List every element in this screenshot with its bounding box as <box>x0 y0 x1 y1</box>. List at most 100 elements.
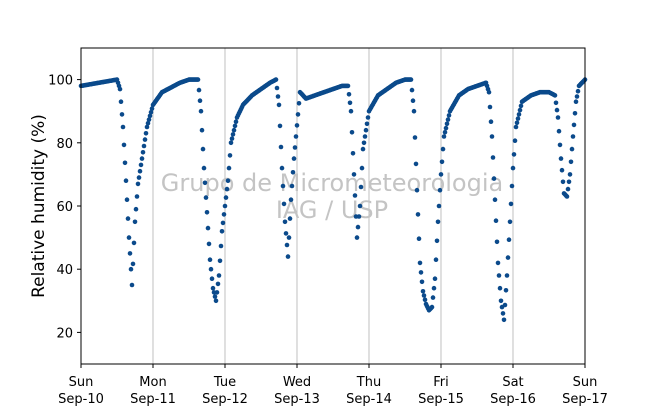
data-point <box>431 285 437 291</box>
x-tick-label-date: Sep-14 <box>346 392 392 407</box>
data-point <box>504 273 510 278</box>
data-point <box>145 121 151 126</box>
data-point <box>286 235 292 240</box>
data-point <box>346 92 352 97</box>
data-point <box>497 285 503 291</box>
data-point <box>198 108 204 114</box>
data-point <box>213 298 219 304</box>
data-points <box>78 77 588 323</box>
data-point <box>217 258 223 264</box>
data-point <box>572 111 578 116</box>
data-point <box>438 172 444 177</box>
data-point <box>277 123 283 129</box>
data-point <box>506 237 512 242</box>
data-point <box>132 219 138 225</box>
data-point <box>437 187 443 193</box>
data-point <box>276 102 282 108</box>
data-point <box>493 218 499 223</box>
data-point <box>349 130 355 135</box>
data-point <box>434 238 440 244</box>
data-point <box>207 257 213 263</box>
x-tick-label-date: Sep-12 <box>202 392 248 407</box>
data-point <box>215 281 221 287</box>
data-point <box>414 187 420 193</box>
data-point <box>214 290 220 295</box>
data-point <box>418 270 424 275</box>
data-point <box>131 240 137 246</box>
data-point <box>141 143 147 149</box>
data-point <box>432 276 438 282</box>
data-point <box>354 235 360 240</box>
data-point <box>511 152 517 157</box>
y-tick-label: 80 <box>56 137 73 152</box>
data-point <box>440 146 446 152</box>
x-tick-label-day: Wed <box>283 375 311 390</box>
data-point <box>502 302 508 308</box>
data-point <box>441 134 447 139</box>
data-point <box>144 124 150 130</box>
data-point <box>503 288 509 293</box>
data-point <box>126 235 132 240</box>
data-point <box>417 260 423 266</box>
data-point <box>429 304 435 310</box>
data-point <box>224 186 230 192</box>
x-axis: Sun Sep-10 Mon Sep-11 Tue Sep-12 Wed Sep-13 Thu S… <box>58 364 608 407</box>
data-point <box>430 295 436 300</box>
data-point <box>229 136 235 141</box>
data-point <box>195 77 201 82</box>
x-tick-label-day: Sun <box>69 375 94 390</box>
data-point <box>119 112 125 117</box>
data-point <box>128 266 134 272</box>
data-point <box>505 255 511 260</box>
data-point <box>209 276 215 282</box>
data-point <box>574 94 580 99</box>
y-tick-label: 40 <box>56 263 73 278</box>
x-tick-label-date: Sep-17 <box>562 392 608 407</box>
data-point <box>122 160 128 166</box>
data-point <box>517 107 523 113</box>
data-point <box>203 195 209 200</box>
data-point <box>200 146 206 152</box>
data-point <box>210 285 216 291</box>
data-point <box>142 137 148 142</box>
data-point <box>283 231 289 236</box>
data-point <box>507 219 513 225</box>
x-tick-label-date: Sep-10 <box>58 392 104 407</box>
data-point <box>118 99 124 104</box>
data-point <box>124 197 130 202</box>
data-point <box>565 186 571 192</box>
data-point <box>288 197 294 202</box>
data-point <box>444 121 450 127</box>
data-point <box>233 119 239 124</box>
data-point <box>350 151 356 156</box>
x-tick-label-day: Fri <box>433 375 449 390</box>
data-point <box>208 266 214 272</box>
data-point <box>120 124 126 130</box>
y-axis-label: Relative humidity (%) <box>29 114 49 298</box>
data-point <box>138 162 144 168</box>
data-point <box>518 103 524 109</box>
data-point <box>359 165 365 171</box>
x-tick-label-day: Mon <box>139 375 166 390</box>
data-point <box>419 279 425 285</box>
data-point <box>433 257 439 263</box>
data-point <box>117 86 123 92</box>
data-point <box>566 179 572 185</box>
data-point <box>289 183 295 189</box>
data-point <box>570 134 576 139</box>
data-point <box>365 115 371 120</box>
data-point <box>148 110 154 115</box>
x-tick-label-date: Sep-13 <box>274 392 320 407</box>
x-tick-label-date: Sep-16 <box>490 392 536 407</box>
data-point <box>558 156 564 161</box>
data-point <box>422 297 428 303</box>
data-point <box>205 225 211 231</box>
x-tick-label-day: Tue <box>213 375 236 390</box>
data-point <box>494 239 500 245</box>
data-point <box>197 98 203 103</box>
x-tick-label-date: Sep-11 <box>130 392 176 407</box>
data-point <box>147 113 153 119</box>
data-point <box>281 201 287 207</box>
y-tick-label: 60 <box>56 200 73 215</box>
